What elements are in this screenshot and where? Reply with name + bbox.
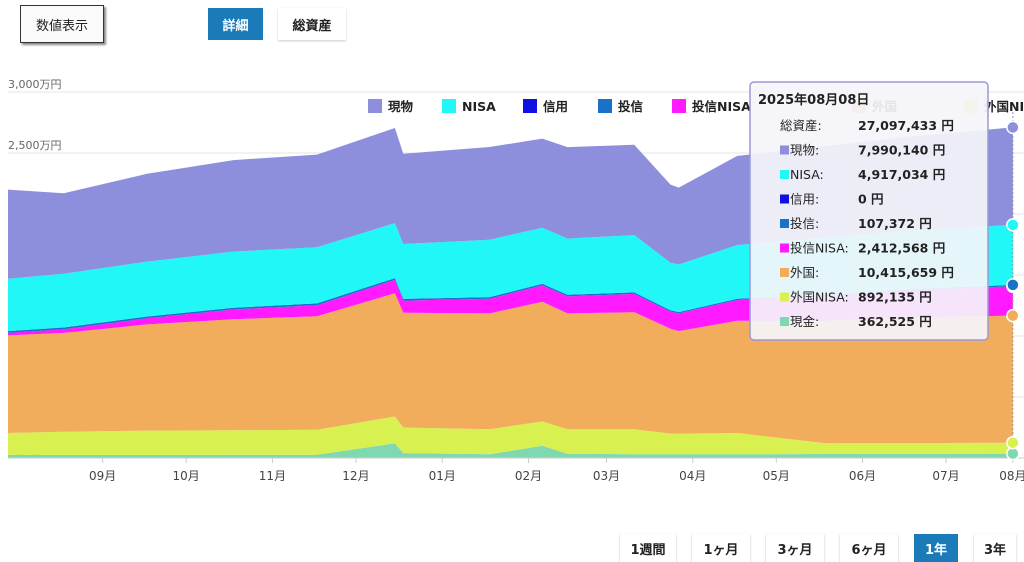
x-tick-label: 06月 bbox=[849, 469, 876, 483]
tooltip-date: 2025年08月08日 bbox=[758, 92, 869, 108]
range-3-years[interactable]: 3年 bbox=[974, 534, 1016, 562]
tooltip-label: 投信NISA: bbox=[790, 241, 849, 256]
tooltip-swatch bbox=[780, 219, 789, 228]
tab-detail[interactable]: 詳細 bbox=[208, 8, 263, 40]
tooltip-value: 4,917,034 円 bbox=[858, 167, 945, 182]
legend-swatch bbox=[368, 99, 382, 113]
x-tick-label: 01月 bbox=[429, 469, 456, 483]
x-tick-label: 05月 bbox=[763, 469, 790, 483]
range-1-year[interactable]: 1年 bbox=[914, 534, 958, 562]
tooltip-value: 2,412,568 円 bbox=[858, 241, 945, 256]
hover-marker-現物 bbox=[1006, 120, 1020, 135]
tooltip-label: 現物: bbox=[790, 143, 819, 158]
x-tick-label: 07月 bbox=[932, 469, 959, 483]
tooltip-swatch bbox=[780, 243, 789, 253]
tooltip-label: NISA: bbox=[790, 167, 824, 182]
x-tick-label: 03月 bbox=[593, 469, 620, 483]
tooltip-label: 信用: bbox=[790, 192, 819, 207]
tooltip-value: 107,372 円 bbox=[858, 216, 932, 231]
legend-label: 投信 bbox=[618, 99, 644, 114]
tooltip-value: 27,097,433 円 bbox=[858, 118, 954, 133]
area-外国NISA bbox=[8, 416, 1013, 455]
legend-label: 現物 bbox=[388, 99, 414, 114]
area-現金 bbox=[8, 443, 1013, 458]
tooltip-swatch bbox=[780, 145, 789, 155]
tooltip-box bbox=[749, 81, 989, 341]
hover-marker-外国NISA bbox=[1006, 435, 1020, 450]
x-tick-label: 09月 bbox=[89, 469, 116, 483]
asset-area-chart: 0万円500万円1,000万円1,500万円2,000万円2,500万円3,00… bbox=[8, 78, 1024, 483]
range-3-months[interactable]: 3ヶ月 bbox=[766, 534, 824, 562]
legend-swatch bbox=[598, 99, 612, 113]
x-tick-label: 08月 bbox=[999, 469, 1024, 483]
hover-marker-外国 bbox=[1006, 308, 1020, 323]
x-tick-label: 11月 bbox=[259, 469, 286, 483]
tooltip-label: 現金: bbox=[790, 314, 819, 329]
tooltip-value: 0 円 bbox=[858, 192, 884, 207]
legend-label: NISA bbox=[462, 99, 496, 114]
legend-label: 外国NISA bbox=[983, 99, 1024, 114]
tooltip-value: 10,415,659 円 bbox=[858, 265, 954, 280]
y-tick-label: 2,500万円 bbox=[8, 139, 62, 152]
range-1-month[interactable]: 1ヶ月 bbox=[692, 534, 750, 562]
tooltip-value: 7,990,140 円 bbox=[858, 143, 945, 158]
area-投信NISA bbox=[8, 279, 1013, 336]
tooltip-value: 362,525 円 bbox=[858, 314, 932, 329]
tab-total-assets[interactable]: 総資産 bbox=[278, 8, 346, 40]
legend-label: 投信NISA bbox=[692, 99, 751, 114]
legend-swatch bbox=[672, 99, 686, 113]
x-tick-label: 02月 bbox=[515, 469, 542, 483]
tooltip-swatch bbox=[780, 170, 789, 179]
tooltip-label: 投信: bbox=[790, 216, 819, 231]
legend-swatch bbox=[523, 99, 537, 113]
values-display-button[interactable]: 数値表示 bbox=[20, 5, 104, 43]
hover-marker-NISA bbox=[1006, 218, 1020, 232]
range-6-months[interactable]: 6ヶ月 bbox=[840, 534, 898, 562]
tooltip-swatch bbox=[780, 317, 789, 326]
legend-label: 信用 bbox=[543, 99, 568, 114]
tooltip-value: 892,135 円 bbox=[858, 290, 932, 305]
x-tick-label: 12月 bbox=[342, 469, 369, 483]
tooltip-swatch bbox=[780, 268, 789, 277]
legend-swatch bbox=[442, 99, 456, 113]
tooltip-label: 外国NISA: bbox=[790, 290, 849, 305]
tooltip-label: 総資産: bbox=[780, 118, 822, 133]
tooltip-swatch bbox=[780, 292, 789, 302]
tooltip-swatch bbox=[780, 194, 789, 204]
hover-marker-投信 bbox=[1006, 278, 1020, 292]
y-tick-label: 3,000万円 bbox=[8, 78, 62, 91]
tooltip-label: 外国: bbox=[790, 265, 819, 280]
x-tick-label: 04月 bbox=[679, 469, 706, 483]
range-1-week[interactable]: 1週間 bbox=[620, 534, 676, 562]
x-tick-label: 10月 bbox=[173, 469, 200, 483]
